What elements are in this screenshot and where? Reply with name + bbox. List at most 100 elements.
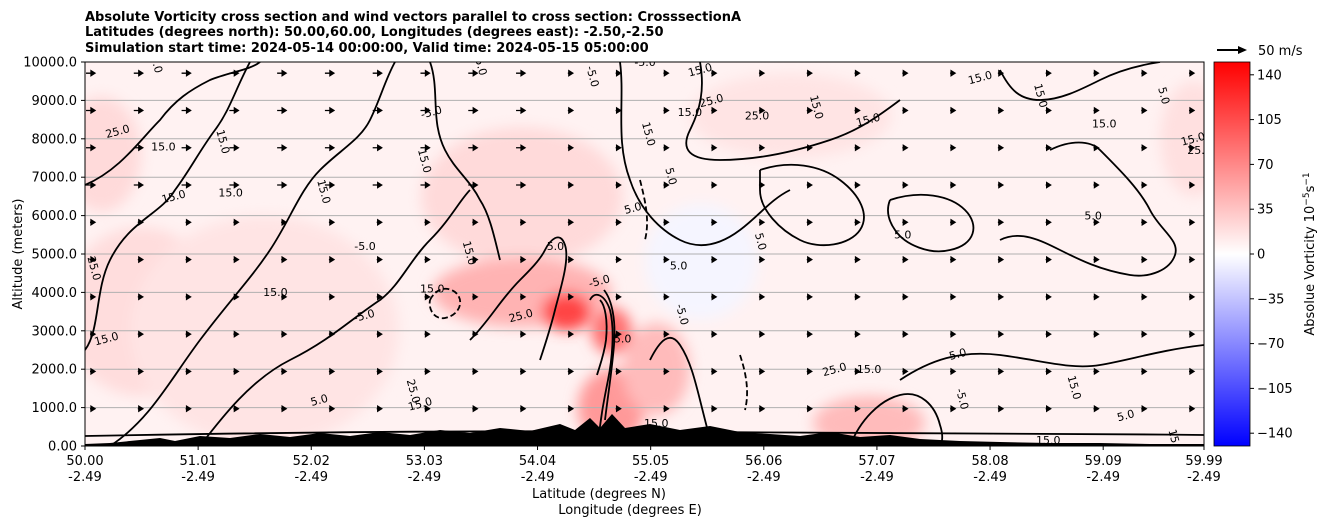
contour-line [739,354,748,411]
contour-label: 5.0 [1084,209,1102,222]
contour-line [999,62,1161,101]
wind-vector [711,330,718,338]
wind-vector [137,330,145,338]
wind-vector [185,367,192,376]
wind-vector [1141,405,1148,413]
contour-label: 15.0 [1036,434,1061,447]
x-tick-label-lat: 54.04 [519,454,556,469]
contour-label: 15.0 [639,121,658,148]
wind-vector [229,69,240,77]
wind-vector [854,330,861,338]
contour-line [429,62,501,261]
colorbar: 140 105 70 35 0 −35 −70 −105 −140 Absolue Vortic… [1213,61,1318,447]
chart-title-line-1: Absolute Vorticity cross section and win… [85,10,741,25]
wind-vector [997,69,1005,77]
wind-vector [806,330,813,338]
wind-vector [711,181,718,189]
wind-vector [520,255,527,264]
y-tick-label: 9000.0 [32,94,78,109]
wind-vector [472,367,479,376]
wind-vector [902,367,909,376]
wind-vector [324,69,336,77]
wind-vector [950,106,957,115]
wind-vector [758,181,766,189]
wind-vector [516,69,527,77]
y-tick-label: 2000.0 [32,363,78,378]
x-tick-label-lat: 51.01 [180,454,217,469]
wind-vector [372,106,383,115]
wind-vector [420,69,431,77]
x-tick-label-lat: 57.07 [858,454,895,469]
y-axis: 0.00 1000.0 2000.0 3000.0 4000.0 5000.0 6000.0… [23,56,85,455]
wind-vector [133,69,145,77]
wind-vector [615,106,622,115]
wind-vector [854,405,861,413]
wind-vector [137,255,145,264]
wind-vector [86,144,97,152]
wind-vector [1093,69,1100,77]
y-tick-label: 10000.0 [23,56,77,71]
wind-vector [950,218,957,226]
wind-vector [1045,106,1052,115]
wind-vector [615,293,622,301]
wind-vector [567,255,575,264]
wind-vector [806,367,813,376]
wind-vector [1093,405,1100,413]
wind-vector [281,218,288,226]
wind-vector [1189,106,1196,115]
wind-vector [806,405,813,413]
wind-vector [1045,181,1052,189]
wind-vector [806,144,813,152]
wind-vector [376,330,383,338]
wind-vector [615,405,622,413]
wind-vector [1045,255,1052,264]
wind-vector [567,69,575,77]
wind-vector [233,255,240,264]
wind-vector [1141,144,1148,152]
wind-vector [615,367,622,376]
contour-line [685,62,901,161]
wind-vector [90,218,97,226]
colorbar-tick-label: 105 [1257,113,1282,128]
wind-vector [806,106,813,115]
wind-vector [468,69,479,77]
wind-vector [1141,293,1148,301]
x-tick-label-lat: 50.00 [66,454,103,469]
wind-vector [567,293,575,301]
contour-label: 5.0 [547,240,565,253]
contour-label: 15.0 [857,363,882,376]
wind-vector [758,106,766,115]
vorticity-region [689,73,892,158]
wind-vector [86,69,97,77]
wind-vector [758,405,766,413]
colorbar-tick-label: 35 [1257,203,1274,218]
contour-line [589,293,614,446]
wind-vector [90,330,97,338]
wind-vector [1093,144,1100,152]
wind-vector [181,144,192,152]
wind-vector [472,218,479,226]
contour-label: 5.0 [894,229,912,242]
wind-vector [806,293,813,301]
wind-vector [1141,330,1148,338]
contour-label: 15.0 [213,128,232,155]
quiver-key-label: 50 m/s [1258,44,1303,59]
wind-vector [137,367,145,376]
wind-vector [281,367,288,376]
wind-vector [997,106,1005,115]
x-tick-label-lon: -2.49 [68,470,102,485]
wind-vector [516,144,527,152]
wind-vector [854,255,861,264]
contour-label: 15.0 [420,282,445,295]
contour-label: 5.0 [662,166,679,186]
wind-vector [854,181,861,189]
chart-title-line-2: Latitudes (degrees north): 50.00,60.00, … [85,25,664,40]
wind-vector [615,181,622,189]
wind-vector [950,69,957,77]
contour-label: 5.0 [1116,407,1136,424]
wind-vector [86,106,97,115]
wind-vector [520,218,527,226]
wind-vector [758,69,766,77]
wind-vector [1189,330,1196,338]
